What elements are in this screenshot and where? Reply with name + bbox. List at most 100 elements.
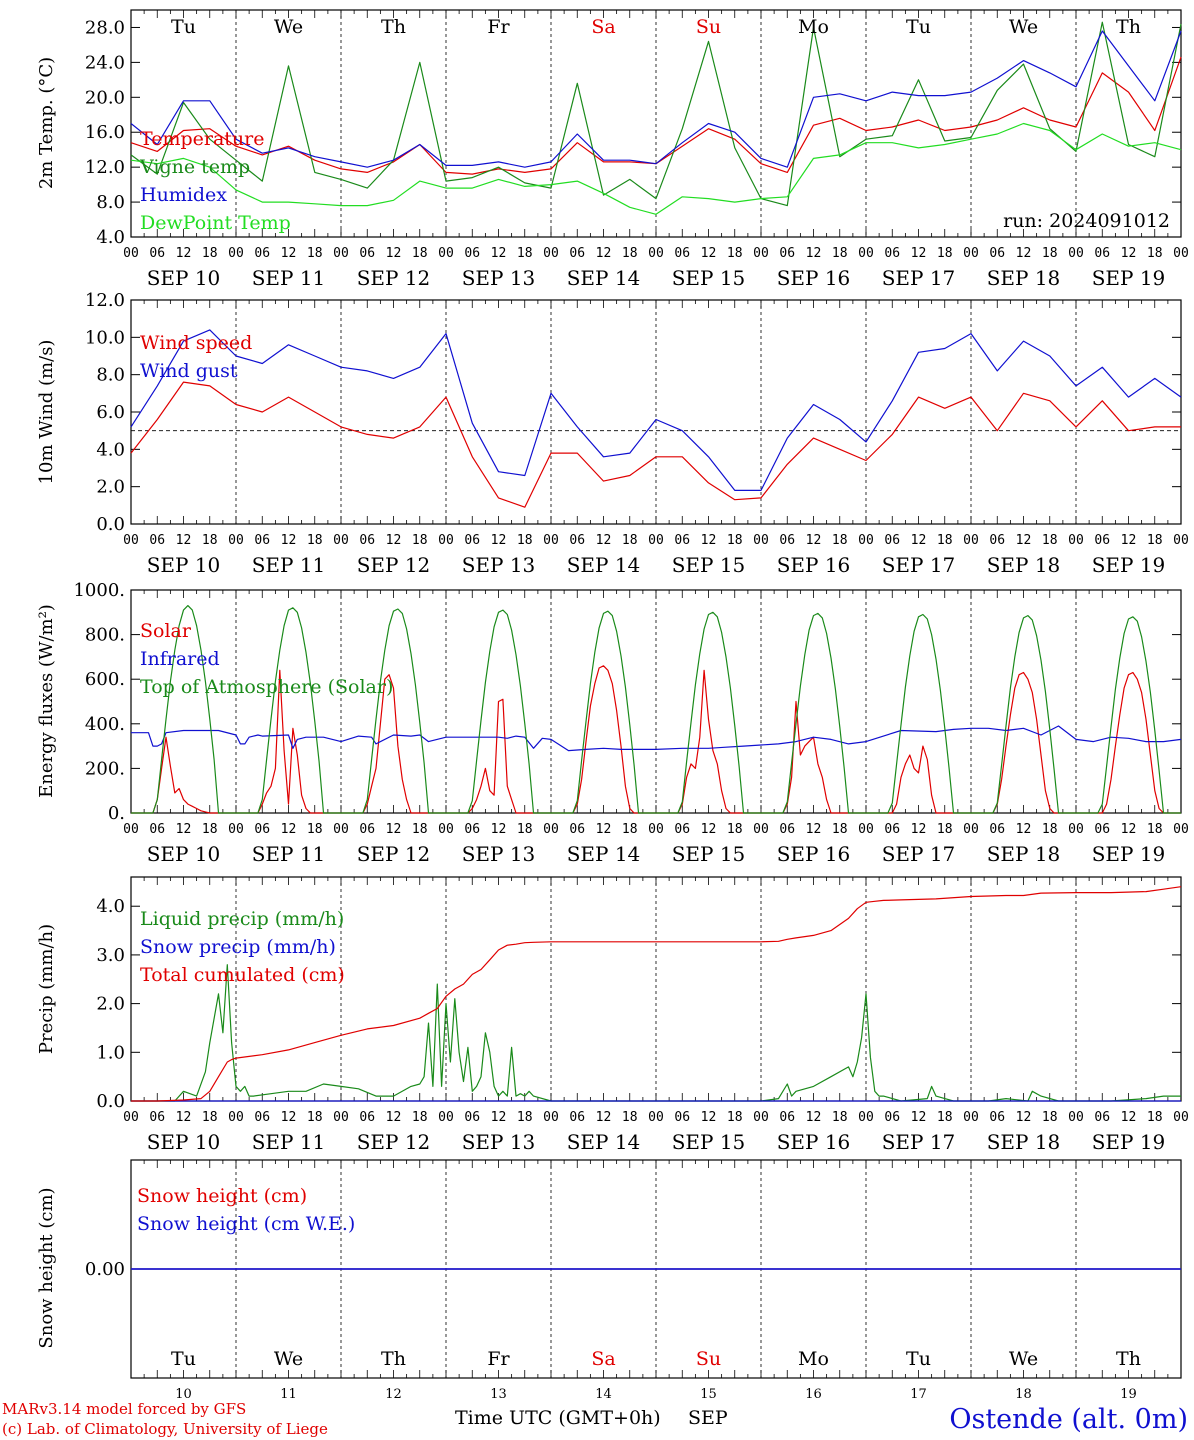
hour-label: 06 — [569, 246, 585, 261]
hour-label: 06 — [149, 246, 165, 261]
legend-entry: Wind speed — [140, 332, 252, 354]
hour-label: 00 — [543, 533, 559, 548]
legend-entry: Vigne temp — [139, 156, 250, 178]
date-label: SEP 18 — [987, 1130, 1061, 1154]
hour-label: 00 — [1173, 822, 1189, 837]
y-tick-label: 24.0 — [85, 52, 125, 73]
date-label: SEP 15 — [672, 842, 746, 866]
series-line-1 — [130, 381, 1181, 508]
hour-label: 12 — [911, 822, 927, 837]
hour-label: 00 — [963, 246, 979, 261]
hour-label: 12 — [491, 822, 507, 837]
hour-label: 18 — [937, 533, 953, 548]
hour-label: 06 — [569, 1110, 585, 1125]
hour-label: 18 — [622, 246, 638, 261]
hour-label: 00 — [123, 822, 139, 837]
date-label: SEP 19 — [1092, 842, 1166, 866]
y-axis-label: 10m Wind (m/s) — [36, 340, 57, 485]
day-number-label: 18 — [1015, 1387, 1032, 1402]
date-label: SEP 17 — [882, 842, 956, 866]
hour-label: 00 — [963, 822, 979, 837]
day-label: Su — [696, 1348, 721, 1370]
y-axis-label: 2m Temp. (°C) — [36, 57, 57, 189]
date-label: SEP 12 — [357, 1130, 431, 1154]
day-label: Tu — [906, 1348, 931, 1370]
hour-label: 12 — [1121, 533, 1137, 548]
day-label: Th — [381, 1348, 406, 1370]
hour-label: 06 — [674, 533, 690, 548]
hour-label: 12 — [701, 822, 717, 837]
hour-label: 12 — [806, 533, 822, 548]
hour-label: 18 — [832, 533, 848, 548]
run-label: run: 2024091012 — [1003, 210, 1170, 232]
panel-5: 0.00 Snow height (cm) Snow height (cm) Snow… — [36, 1159, 1182, 1402]
hour-label: 18 — [727, 246, 743, 261]
hour-label: 00 — [543, 1110, 559, 1125]
hour-label: 12 — [176, 246, 192, 261]
hour-label: 12 — [176, 1110, 192, 1125]
date-label: SEP 15 — [672, 553, 746, 577]
y-tick-label: 4.0 — [96, 439, 125, 460]
day-label: Tu — [906, 16, 931, 38]
date-label: SEP 11 — [252, 266, 326, 290]
credit-line-2: (c) Lab. of Climatology, University of L… — [2, 1420, 328, 1438]
hour-label: 06 — [1094, 246, 1110, 261]
y-tick-label: 1.0 — [96, 1042, 125, 1063]
date-label: SEP 18 — [987, 553, 1061, 577]
hour-label: 12 — [491, 246, 507, 261]
hour-label: 06 — [464, 246, 480, 261]
hour-label: 00 — [858, 533, 874, 548]
hour-label: 18 — [1042, 822, 1058, 837]
day-number-label: 16 — [805, 1387, 822, 1402]
hour-label: 12 — [596, 822, 612, 837]
hour-label: 06 — [779, 822, 795, 837]
hour-label: 00 — [753, 246, 769, 261]
legend-entry: Temperature — [140, 128, 264, 150]
hour-label: 18 — [412, 822, 428, 837]
hour-label: 12 — [1016, 246, 1032, 261]
hour-label: 18 — [202, 1110, 218, 1125]
hour-label: 06 — [779, 533, 795, 548]
day-number-label: 14 — [595, 1387, 612, 1402]
day-label: Sa — [591, 1348, 615, 1370]
hour-label: 18 — [517, 822, 533, 837]
legend-entry: Infrared — [140, 648, 220, 670]
day-number-label: 15 — [700, 1387, 717, 1402]
hour-label: 12 — [806, 246, 822, 261]
hour-label: 12 — [176, 533, 192, 548]
hour-label: 06 — [989, 1110, 1005, 1125]
hour-label: 00 — [963, 1110, 979, 1125]
hour-label: 00 — [543, 822, 559, 837]
legend-entry: Solar — [140, 620, 192, 642]
date-label: SEP 10 — [147, 842, 221, 866]
hour-label: 00 — [333, 822, 349, 837]
y-axis-label: Precip (mm/h) — [36, 924, 57, 1054]
legend-entry: Snow height (cm) — [137, 1185, 307, 1207]
hour-label: 00 — [858, 822, 874, 837]
hour-label: 00 — [228, 246, 244, 261]
hour-label: 12 — [491, 1110, 507, 1125]
x-axis-month: SEP — [688, 1407, 728, 1429]
hour-label: 12 — [806, 1110, 822, 1125]
hour-label: 00 — [333, 246, 349, 261]
hour-label: 00 — [333, 533, 349, 548]
day-label: Sa — [591, 16, 615, 38]
hour-label: 06 — [989, 822, 1005, 837]
hour-label: 06 — [569, 822, 585, 837]
hour-label: 06 — [884, 822, 900, 837]
date-label: SEP 11 — [252, 842, 326, 866]
hour-label: 00 — [228, 1110, 244, 1125]
date-label: SEP 18 — [987, 842, 1061, 866]
y-tick-label: 0. — [108, 803, 125, 824]
legend-entry: Total cumulated (cm) — [140, 964, 345, 986]
hour-label: 12 — [806, 822, 822, 837]
plot-frame — [130, 589, 1182, 814]
hour-label: 18 — [307, 822, 323, 837]
hour-label: 12 — [596, 533, 612, 548]
date-label: SEP 14 — [567, 553, 641, 577]
hour-label: 00 — [648, 1110, 664, 1125]
hour-label: 00 — [858, 1110, 874, 1125]
date-label: SEP 12 — [357, 553, 431, 577]
y-tick-label: 12.0 — [85, 157, 125, 178]
hour-label: 12 — [1121, 246, 1137, 261]
